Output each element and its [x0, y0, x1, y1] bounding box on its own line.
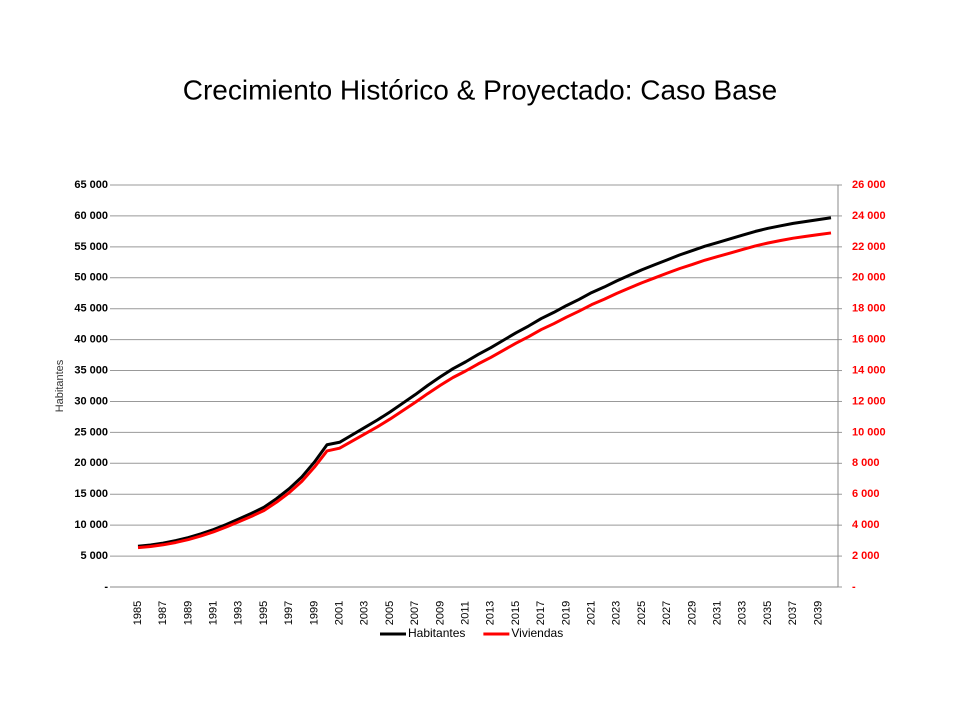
- y2-tick-label: 26 000: [852, 179, 886, 191]
- legend-label: Viviendas: [511, 626, 563, 640]
- x-tick-label: 1993: [233, 601, 245, 625]
- y2-tick-label: 20 000: [852, 272, 886, 284]
- x-tick-label: 2007: [409, 601, 421, 625]
- y-tick-label: -: [104, 581, 108, 593]
- y2-tick-label: 14 000: [852, 364, 886, 376]
- x-tick-label: 2033: [737, 601, 749, 625]
- chart-title: Crecimiento Histórico & Proyectado: Caso…: [183, 74, 777, 105]
- x-tick-label: 1997: [283, 601, 295, 625]
- y-tick-label: 45 000: [74, 303, 108, 315]
- series-line: [137, 216, 832, 548]
- y2-tick-label: 16 000: [852, 334, 886, 346]
- y2-tick-label: 8 000: [852, 457, 880, 469]
- y-tick-label: 30 000: [74, 395, 108, 407]
- y-tick-label: 60 000: [74, 210, 108, 222]
- y-tick-label: 20 000: [74, 457, 108, 469]
- y2-tick-label: 24 000: [852, 210, 886, 222]
- x-tick-label: 2001: [334, 601, 346, 625]
- x-tick-label: 2023: [611, 601, 623, 625]
- x-tick-label: 2015: [510, 601, 522, 625]
- y2-tick-label: 6 000: [852, 488, 880, 500]
- x-tick-label: 1991: [208, 601, 220, 625]
- y2-tick-label: -: [852, 581, 856, 593]
- x-tick-label: 2013: [485, 601, 497, 625]
- x-tick-label: 1995: [258, 601, 270, 625]
- x-tick-label: 2009: [434, 601, 446, 625]
- x-tick-label: 1989: [182, 601, 194, 625]
- x-tick-label: 2039: [812, 601, 824, 625]
- x-tick-label: 2005: [384, 601, 396, 625]
- series-line: [137, 231, 832, 550]
- y2-tick-label: 12 000: [852, 395, 886, 407]
- y2-tick-label: 4 000: [852, 519, 880, 531]
- x-tick-label: 2037: [787, 601, 799, 625]
- x-tick-label: 2029: [686, 601, 698, 625]
- legend-label: Habitantes: [408, 626, 465, 640]
- y2-tick-label: 22 000: [852, 241, 886, 253]
- y2-tick-label: 18 000: [852, 303, 886, 315]
- y-tick-label: 15 000: [74, 488, 108, 500]
- x-tick-label: 2003: [359, 601, 371, 625]
- x-tick-label: 2035: [762, 601, 774, 625]
- y-tick-label: 40 000: [74, 334, 108, 346]
- y-tick-label: 25 000: [74, 426, 108, 438]
- y-tick-label: 65 000: [74, 179, 108, 191]
- x-tick-label: 2025: [636, 601, 648, 625]
- x-tick-label: 2011: [460, 601, 472, 625]
- y-tick-label: 55 000: [74, 241, 108, 253]
- y-tick-label: 10 000: [74, 519, 108, 531]
- x-tick-label: 2027: [661, 601, 673, 625]
- y-tick-label: 50 000: [74, 272, 108, 284]
- y-tick-label: 5 000: [80, 550, 108, 562]
- x-tick-label: 2017: [535, 601, 547, 625]
- x-tick-label: 1987: [157, 601, 169, 625]
- y2-tick-label: 10 000: [852, 426, 886, 438]
- y2-tick-label: 2 000: [852, 550, 880, 562]
- x-tick-label: 2019: [560, 601, 572, 625]
- x-tick-label: 1999: [308, 601, 320, 625]
- x-tick-label: 2021: [586, 601, 598, 625]
- x-tick-label: 1985: [132, 601, 144, 625]
- x-tick-label: 2031: [712, 601, 724, 625]
- y-tick-label: 35 000: [74, 364, 108, 376]
- y-axis-title: Habitantes: [54, 359, 66, 412]
